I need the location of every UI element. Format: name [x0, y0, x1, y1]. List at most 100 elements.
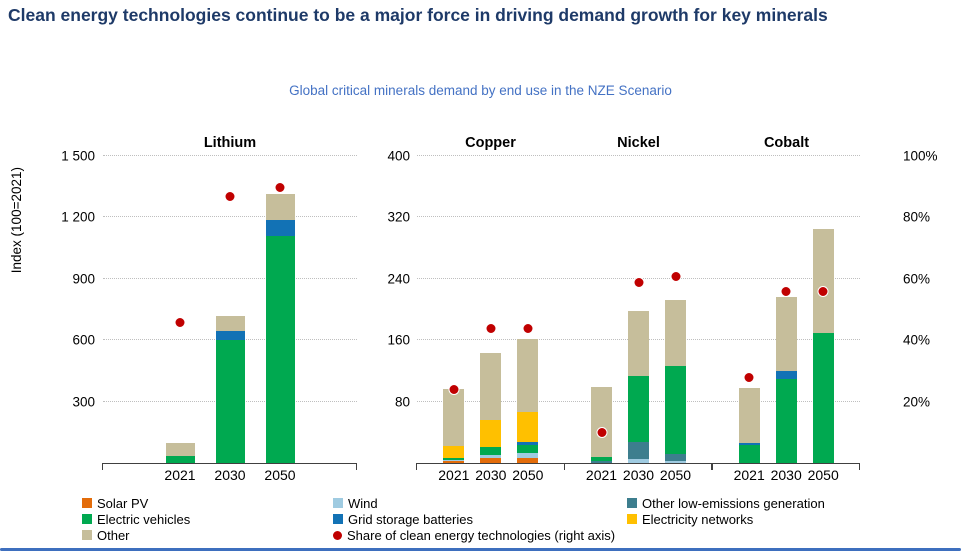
- bar-column: 2030: [214, 156, 246, 483]
- wind-legend-marker: [333, 498, 343, 508]
- bar-segment-wind: [443, 459, 465, 462]
- solar_pv-legend-marker: [82, 498, 92, 508]
- share-dot: [448, 384, 460, 396]
- x-axis-label: 2021: [585, 467, 618, 483]
- bar-column: 2050: [808, 156, 839, 483]
- x-axis-label: 2021: [733, 467, 765, 483]
- x-axis-label: 2030: [214, 467, 246, 483]
- gridline: [103, 277, 357, 279]
- stacked-bar: [812, 228, 834, 463]
- bar-segment-electric_vehicles: [665, 365, 686, 454]
- bar-column: 2021: [164, 156, 196, 483]
- bar-segment-electric_vehicles: [215, 340, 245, 463]
- stacked-bar: [665, 300, 686, 463]
- bar-segment-electric_vehicles: [165, 455, 195, 463]
- gridline: [417, 216, 860, 218]
- bar-segment-wind: [665, 460, 686, 463]
- page-title: Clean energy technologies continue to be…: [8, 5, 828, 25]
- legend-label: Other: [97, 527, 130, 543]
- legend-label: Grid storage batteries: [348, 511, 474, 527]
- axis-tick-mark: [356, 463, 358, 470]
- panel-title-nickel: Nickel: [617, 135, 660, 151]
- x-axis-label: 2050: [512, 467, 544, 483]
- footer-accent-bar: [0, 548, 961, 551]
- axis-tick-label: 160: [387, 332, 410, 348]
- metals-right-axis-ticks: 20% 40% 60% 80% 100%: [903, 149, 958, 463]
- other-legend-marker: [82, 530, 92, 540]
- bar-column: 2030: [623, 156, 654, 483]
- stacked-bar: [480, 352, 502, 463]
- bar-segment-grid_storage_batteries: [775, 370, 797, 379]
- bars-area: 2021 2030 2050 2021 2030 2050 2021 2030 2050: [417, 156, 860, 483]
- bar-group: 2021 2030 2050: [712, 156, 860, 483]
- legend-column: Wind Grid storage batteries Share of clean…: [333, 496, 616, 543]
- bar-segment-wind: [480, 454, 502, 459]
- legend-item-other: Other: [82, 527, 190, 543]
- legend-label: Share of clean energy technologies (righ…: [347, 527, 616, 543]
- legend-item-wind: Wind: [333, 496, 615, 511]
- bar-segment-electricity_networks: [517, 412, 539, 443]
- axis-tick-label: 80%: [903, 209, 931, 225]
- bar-segment-wind: [517, 453, 539, 459]
- lithium-plot: 2021 2030 2050: [102, 155, 358, 483]
- axis-tick-mark: [563, 463, 566, 470]
- axis-tick-label: 600: [72, 332, 95, 348]
- share-dot: [633, 276, 644, 288]
- x-axis-label: 2021: [438, 467, 470, 483]
- axis-tick-label: 100%: [903, 148, 938, 164]
- gridline: [103, 155, 357, 156]
- chart-legend: Solar PV Electric vehicles Other Wind Grid s…: [0, 496, 961, 544]
- bar-segment-other: [775, 297, 797, 371]
- share_dot-legend-marker: [333, 530, 342, 540]
- bar-column: 2050: [660, 156, 691, 483]
- panel-title-copper: Copper: [465, 135, 516, 151]
- bar-segment-electric_vehicles: [775, 378, 797, 463]
- bar-segment-other: [215, 315, 245, 331]
- y-axis-title: Index (100=2021): [8, 166, 24, 274]
- stacked-bar: [165, 442, 195, 463]
- panel-title-cobalt: Cobalt: [763, 135, 810, 151]
- bar-column: 2021: [586, 156, 617, 483]
- axis-tick-label: 320: [387, 209, 410, 225]
- bar-segment-other: [165, 442, 195, 456]
- bar-column: 2050: [512, 156, 543, 483]
- share-dot: [522, 322, 534, 334]
- bar-segment-other_low_emissions_generation: [591, 461, 612, 463]
- stacked-bar: [628, 311, 649, 463]
- bar-segment-other: [443, 388, 465, 447]
- legend-label: Other low-emissions generation: [642, 495, 825, 511]
- axis-tick-mark: [859, 463, 861, 470]
- other_low_emissions_generation-legend-marker: [627, 498, 637, 508]
- legend-item-share_dot: Share of clean energy technologies (righ…: [333, 527, 616, 543]
- legend-item-electric_vehicles: Electric vehicles: [82, 511, 191, 527]
- bar-segment-grid_storage_batteries: [738, 443, 760, 445]
- bar-segment-solar_pv: [517, 458, 539, 463]
- axis-tick-label: 40%: [903, 332, 931, 348]
- bar-segment-grid_storage_batteries: [517, 442, 539, 445]
- electricity_networks-legend-marker: [627, 514, 637, 524]
- axis-tick-label: 1 200: [61, 209, 95, 225]
- y-axis-title-wrap: Index (100=2021): [6, 130, 26, 310]
- bar-column: 2030: [771, 156, 802, 483]
- bar-column: 2030: [475, 156, 506, 483]
- axis-tick-label: 20%: [903, 394, 931, 410]
- x-axis-label: 2021: [164, 467, 196, 483]
- lithium-y-axis-ticks: 300 600 900 1 200 1 500: [30, 149, 95, 463]
- bar-segment-grid_storage_batteries: [265, 220, 295, 236]
- x-axis-label: 2030: [475, 467, 507, 483]
- bar-column: 2050: [264, 156, 296, 483]
- electric_vehicles-legend-marker: [82, 514, 92, 524]
- axis-tick-label: 60%: [903, 271, 931, 287]
- x-axis-label: 2030: [770, 467, 802, 483]
- bar-segment-electric_vehicles: [628, 376, 649, 443]
- bar-segment-solar_pv: [480, 458, 502, 463]
- x-axis-label: 2050: [659, 467, 692, 483]
- chart-subtitle: Global critical minerals demand by end u…: [289, 83, 672, 98]
- bar-segment-other_low_emissions_generation: [628, 442, 649, 460]
- bar-group: 2021 2030 2050: [103, 156, 357, 483]
- gridline: [417, 155, 860, 156]
- legend-label: Electric vehicles: [97, 511, 191, 527]
- x-axis-label: 2050: [264, 467, 296, 483]
- bar-segment-other: [517, 339, 539, 413]
- share-dot: [780, 286, 792, 298]
